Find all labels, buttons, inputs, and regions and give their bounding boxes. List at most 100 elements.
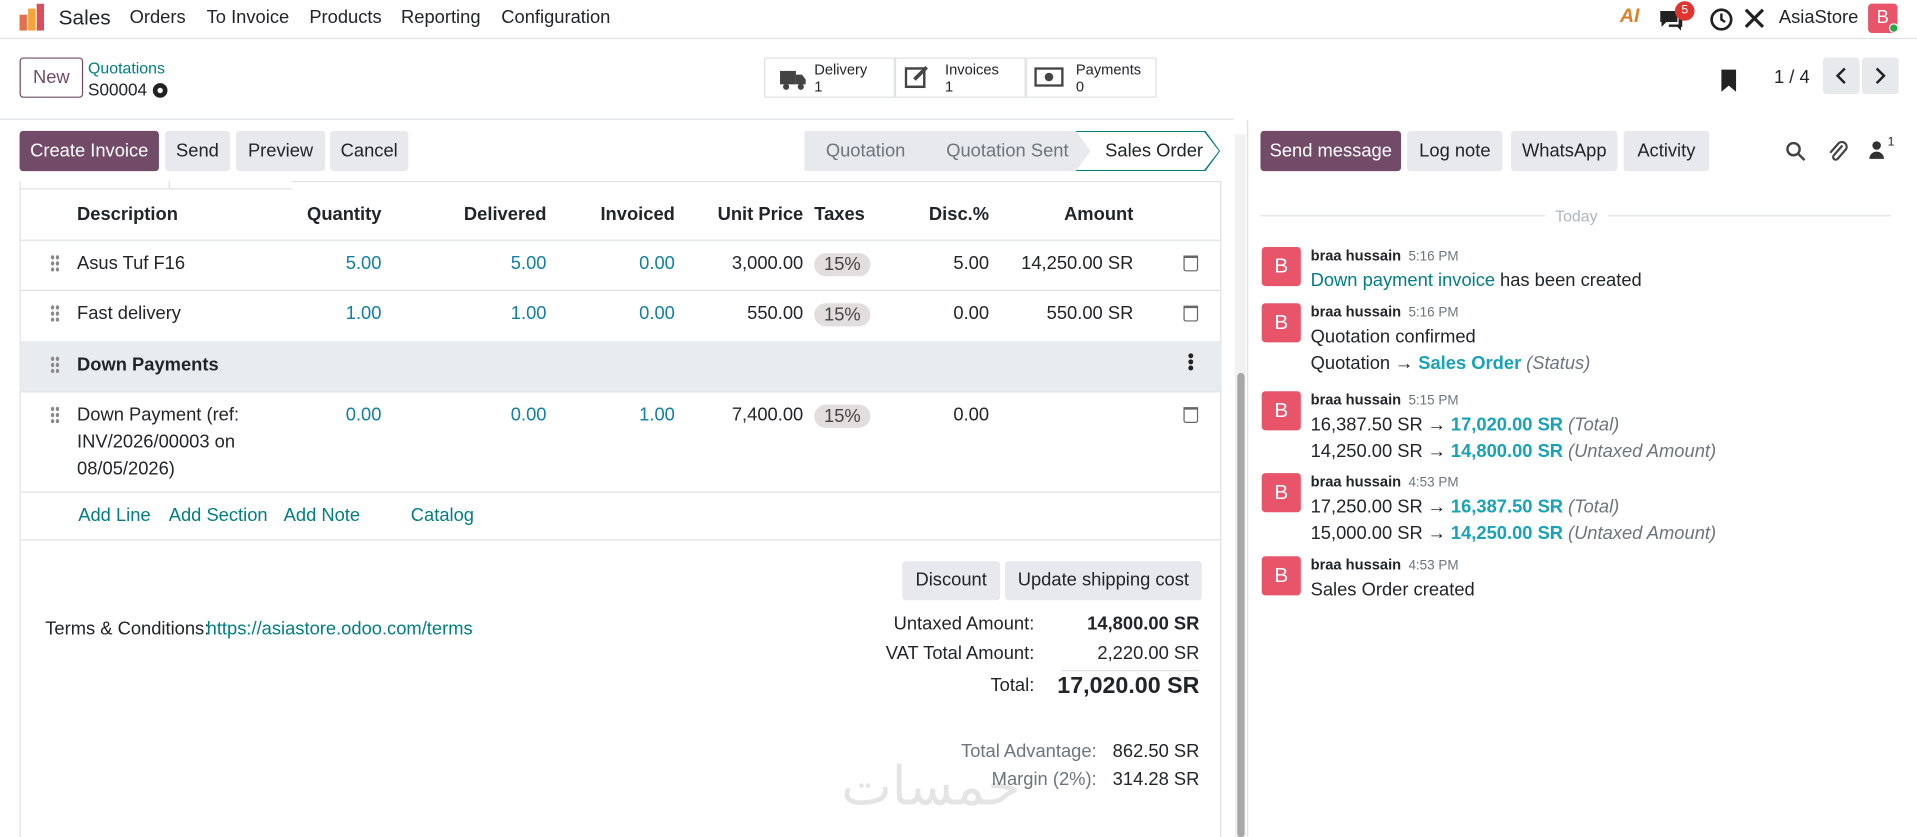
menu-item[interactable]: Products — [309, 7, 382, 29]
drag-handle — [50, 405, 60, 424]
field-name: (Total) — [1567, 496, 1620, 518]
pager-chevron[interactable] — [1873, 67, 1888, 84]
tracking-line: Quotation → Sales Order (Status) — [1311, 353, 1591, 374]
menu-item[interactable]: Reporting — [401, 7, 481, 29]
company-name[interactable]: AsiaStore — [1778, 7, 1859, 29]
delete-icon[interactable] — [1183, 255, 1199, 272]
section-row — [20, 341, 1221, 392]
invoice-icon — [904, 65, 929, 89]
column-header: Description — [77, 204, 178, 225]
line-unit-price: 7,400.00 — [731, 404, 804, 426]
column-header: Amount — [1064, 204, 1134, 225]
chatter-button[interactable]: Log note — [1407, 130, 1503, 172]
line-delivered: 1.00 — [510, 303, 547, 324]
menu-item[interactable]: To Invoice — [206, 7, 290, 29]
smart-button-count[interactable]: 1 — [814, 78, 823, 96]
gear-icon[interactable] — [150, 81, 170, 101]
column-header: Quantity — [307, 204, 382, 225]
message-author: braa hussain — [1310, 391, 1402, 409]
message-time: 5:16 PM — [1408, 305, 1459, 321]
add-link[interactable]: Add Note — [283, 504, 361, 526]
badge: 5 — [1674, 1, 1695, 21]
message-link[interactable]: Down payment invoice — [1310, 270, 1496, 291]
message-time: 5:15 PM — [1408, 393, 1459, 409]
bookmark-icon[interactable] — [1719, 68, 1739, 92]
action-button[interactable]: Send — [165, 130, 230, 172]
column-header: Unit Price — [717, 204, 804, 225]
chatter-button[interactable]: Activity — [1623, 130, 1710, 172]
smart-button-count[interactable]: 1 — [945, 78, 954, 96]
user-avatar[interactable]: B — [1868, 3, 1898, 34]
chatter-button[interactable]: Send message — [1260, 130, 1402, 172]
attachment-icon[interactable] — [1827, 139, 1849, 163]
old-value: 15,000.00 SR — [1310, 523, 1423, 545]
delete-icon[interactable] — [1183, 407, 1199, 424]
line-taxes: 15% — [814, 303, 871, 327]
pager-prev — [1822, 57, 1860, 95]
delete-icon[interactable] — [1183, 305, 1199, 322]
line-amount: 550.00 SR — [1046, 303, 1134, 324]
stage-label: Sales Order — [1072, 132, 1219, 170]
breadcrumb[interactable]: Quotations — [88, 58, 165, 78]
pager: 1 / 4 — [1773, 67, 1810, 89]
clock-icon[interactable] — [1709, 7, 1733, 31]
chatter-button[interactable]: WhatsApp — [1511, 130, 1618, 172]
add-link[interactable]: Catalog — [410, 504, 474, 526]
new-value: 14,250.00 SR — [1450, 523, 1564, 545]
search-icon[interactable] — [1785, 141, 1807, 163]
line-quantity: 0.00 — [345, 404, 382, 426]
smart-button-label[interactable]: Delivery — [814, 61, 868, 79]
stage[interactable]: Sales Order — [1071, 131, 1220, 171]
message-header: braa hussain 5:15 PM — [1311, 391, 1459, 408]
footer-button[interactable]: Update shipping cost — [1004, 561, 1202, 601]
add-link[interactable]: Add Line — [78, 504, 151, 526]
smart-button-frame — [894, 57, 1026, 98]
smart-button-frame — [1025, 57, 1157, 98]
new-button[interactable]: New — [19, 57, 84, 98]
smart-button-label[interactable]: Invoices — [945, 61, 999, 79]
ai-icon[interactable]: AI — [1619, 6, 1640, 27]
smart-button-label[interactable]: Payments — [1075, 61, 1142, 79]
record-name: S00004 — [88, 79, 148, 100]
message-avatar: B — [1261, 246, 1301, 287]
new-value: 16,387.50 SR — [1450, 496, 1564, 518]
extra-label: Total Advantage: — [961, 740, 1097, 762]
tools-icon[interactable] — [1743, 7, 1765, 29]
action-button[interactable]: Create Invoice — [19, 130, 159, 172]
row-border — [20, 491, 1221, 493]
field-name: (Status) — [1526, 353, 1591, 375]
line-description: Fast delivery — [77, 303, 181, 324]
smart-button-count[interactable]: 0 — [1075, 78, 1085, 96]
chat-icon[interactable] — [1658, 9, 1685, 31]
row-border — [20, 289, 1221, 291]
footer-button[interactable]: Discount — [902, 561, 1001, 601]
message-body: Quotation confirmed — [1311, 326, 1476, 347]
message-header: braa hussain 5:16 PM — [1311, 247, 1459, 264]
action-button[interactable]: Cancel — [330, 130, 409, 172]
old-value: Quotation — [1310, 353, 1391, 375]
app-name[interactable]: Sales — [58, 6, 111, 30]
pager-chevron[interactable] — [1834, 67, 1849, 84]
arrow: → — [1427, 414, 1447, 436]
message-avatar: B — [1261, 303, 1301, 343]
terms-link[interactable]: https://asiastore.odoo.com/terms — [206, 618, 473, 640]
old-value: 14,250.00 SR — [1310, 441, 1423, 463]
extra-value: 314.28 SR — [1112, 769, 1200, 790]
add-link[interactable]: Add Section — [168, 504, 268, 526]
tracking-line: 17,250.00 SR → 16,387.50 SR (Total) — [1311, 496, 1620, 517]
line-delivered: 0.00 — [510, 404, 547, 426]
stage[interactable]: Quotation — [804, 131, 926, 171]
arrow: → — [1427, 523, 1447, 545]
followers-icon[interactable] — [1868, 141, 1885, 161]
line-invoiced: 0.00 — [639, 303, 675, 324]
watermark: خمسات — [841, 755, 1021, 818]
terms-label: Terms & Conditions: — [45, 618, 210, 640]
menu-item[interactable]: Configuration — [501, 7, 611, 29]
add-border — [20, 539, 1221, 541]
line-taxes: 15% — [814, 253, 871, 277]
action-button[interactable]: Preview — [235, 130, 326, 172]
menu-item[interactable]: Orders — [129, 7, 186, 29]
message-text: Sales Order created — [1310, 579, 1475, 601]
stage[interactable]: Quotation Sent — [907, 131, 1090, 171]
